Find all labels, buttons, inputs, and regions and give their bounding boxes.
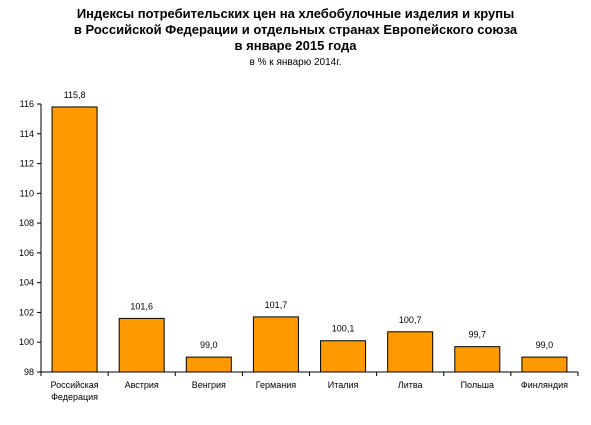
chart-title-line-2: в Российской Федерации и отдельных стран…	[73, 22, 518, 37]
y-tick-label: 104	[19, 278, 34, 288]
category-label: Федерация	[51, 392, 98, 402]
y-tick-label: 106	[19, 248, 34, 258]
category-label: Финляндия	[521, 380, 568, 390]
data-label: 101,6	[130, 301, 153, 311]
y-tick-label: 108	[19, 218, 34, 228]
y-tick-label: 100	[19, 337, 34, 347]
data-label: 99,0	[536, 340, 554, 350]
y-tick-label: 102	[19, 307, 34, 317]
chart-title-line-1: Индексы потребительских цен на хлебобуло…	[76, 6, 515, 21]
data-label: 100,7	[399, 315, 422, 325]
chart-title-block: Индексы потребительских цен на хлебобуло…	[0, 6, 591, 70]
category-label: Литва	[398, 380, 423, 390]
bar	[118, 317, 165, 373]
category-label: Австрия	[125, 380, 159, 390]
y-tick-label: 112	[20, 159, 34, 169]
data-label: 100,1	[332, 324, 355, 334]
category-label: Польша	[461, 380, 494, 390]
category-label: Российская	[50, 380, 98, 390]
category-label: Италия	[328, 380, 359, 390]
category-label: Венгрия	[192, 380, 226, 390]
data-label: 101,7	[265, 300, 288, 310]
y-tick-label: 110	[20, 188, 34, 198]
bar	[454, 346, 501, 373]
data-label: 115,8	[64, 90, 86, 100]
category-label: Германия	[256, 380, 296, 390]
bar	[252, 316, 299, 373]
y-tick-label: 114	[20, 129, 34, 139]
bar	[320, 340, 367, 373]
bar	[387, 331, 434, 373]
bar	[521, 356, 568, 373]
y-tick-label: 116	[20, 99, 34, 109]
chart-subtitle: в % к январю 2014г.	[249, 57, 342, 68]
data-label: 99,0	[200, 340, 218, 350]
y-tick-label: 98	[24, 367, 34, 377]
bar	[51, 106, 98, 373]
bar	[185, 356, 232, 373]
chart-title-line-3: в январе 2015 года	[234, 38, 357, 53]
data-label: 99,7	[469, 330, 487, 340]
